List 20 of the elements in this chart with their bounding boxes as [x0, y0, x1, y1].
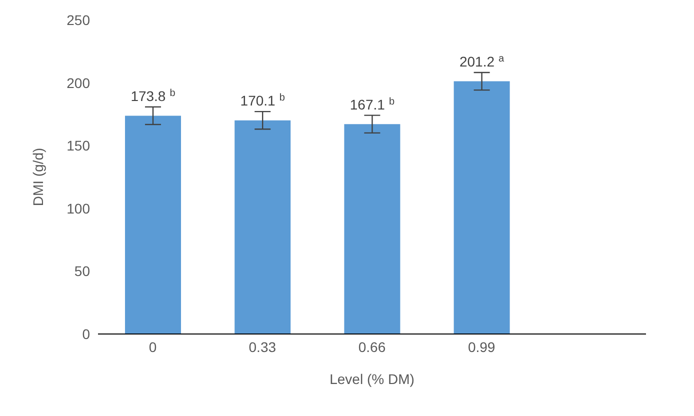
- x-tick-label: 0.33: [248, 338, 276, 355]
- data-label: 167.1$^{b}$: [350, 96, 395, 112]
- data-label: 201.2$^{a}$: [459, 53, 505, 70]
- y-tick-label: 150: [66, 138, 90, 154]
- x-tick-label: 0.99: [468, 338, 496, 355]
- y-tick-label: 50: [74, 263, 90, 280]
- x-axis-title: Level (% DM): [330, 371, 414, 387]
- x-tick-label: 0: [148, 338, 157, 355]
- y-tick-label: 200: [66, 74, 90, 91]
- x-tick-label: 0.66: [358, 338, 386, 355]
- y-tick-label: 100: [66, 200, 90, 216]
- data-label: 170.1$^{b}$: [240, 92, 286, 109]
- y-axis-title: DMI (g/d): [30, 148, 46, 206]
- bar: [125, 116, 181, 334]
- data-label: 173.8$^{b}$: [130, 87, 176, 104]
- bar: [454, 81, 510, 334]
- bar: [344, 124, 400, 334]
- y-tick-label: 0: [82, 326, 90, 342]
- bar: [234, 120, 291, 334]
- y-tick-label: 250: [66, 12, 90, 28]
